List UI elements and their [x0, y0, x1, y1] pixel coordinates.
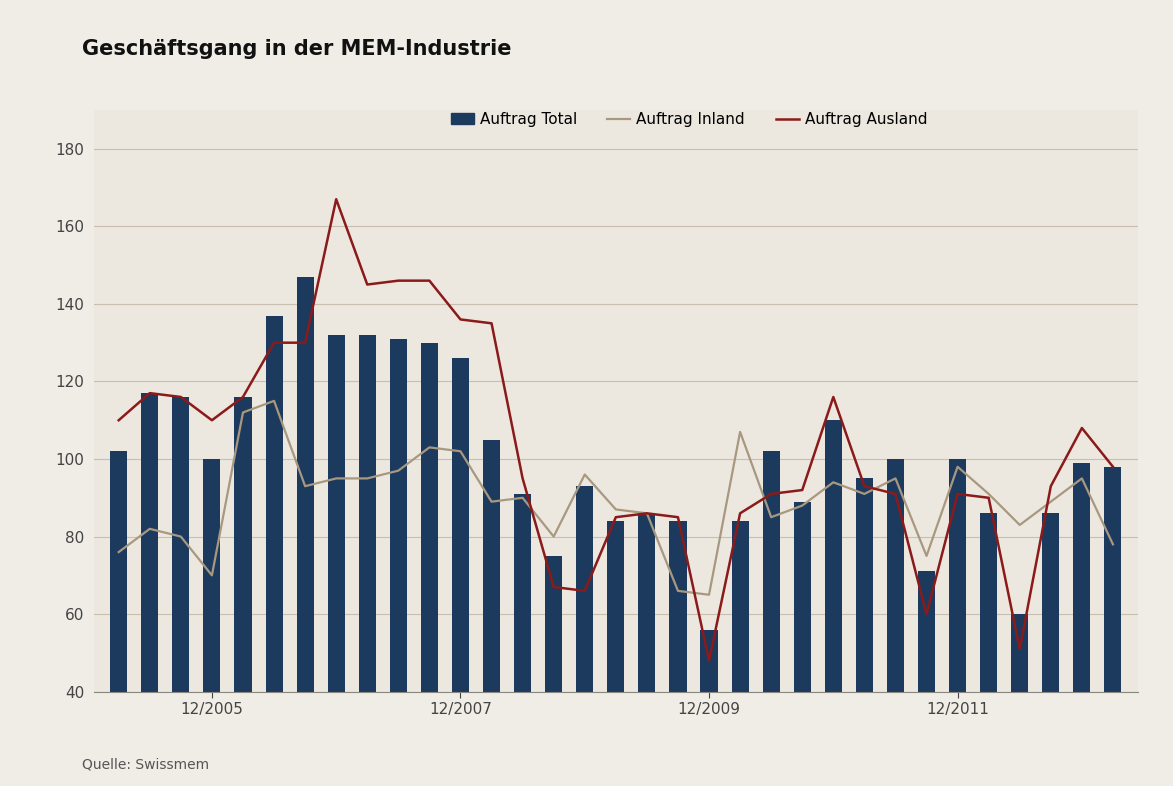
- Bar: [265, 315, 283, 692]
- Bar: [141, 393, 158, 692]
- Bar: [421, 343, 438, 692]
- Bar: [203, 459, 221, 692]
- Bar: [732, 521, 748, 692]
- Bar: [327, 335, 345, 692]
- Bar: [856, 479, 873, 692]
- Bar: [483, 439, 500, 692]
- Bar: [981, 513, 997, 692]
- Bar: [1073, 463, 1091, 692]
- Bar: [700, 630, 718, 692]
- Bar: [1043, 513, 1059, 692]
- Text: Geschäftsgang in der MEM-Industrie: Geschäftsgang in der MEM-Industrie: [82, 39, 511, 59]
- Text: Quelle: Swissmem: Quelle: Swissmem: [82, 758, 209, 772]
- Bar: [514, 494, 531, 692]
- Bar: [887, 459, 904, 692]
- Legend: Auftrag Total, Auftrag Inland, Auftrag Ausland: Auftrag Total, Auftrag Inland, Auftrag A…: [445, 106, 934, 134]
- Bar: [545, 556, 562, 692]
- Bar: [608, 521, 624, 692]
- Bar: [949, 459, 967, 692]
- Bar: [794, 501, 811, 692]
- Bar: [576, 487, 594, 692]
- Bar: [359, 335, 375, 692]
- Bar: [389, 339, 407, 692]
- Bar: [825, 421, 842, 692]
- Bar: [110, 451, 127, 692]
- Bar: [235, 397, 251, 692]
- Bar: [638, 513, 656, 692]
- Bar: [670, 521, 686, 692]
- Bar: [1011, 614, 1029, 692]
- Bar: [452, 358, 469, 692]
- Bar: [172, 397, 189, 692]
- Bar: [762, 451, 780, 692]
- Bar: [1105, 467, 1121, 692]
- Bar: [297, 277, 313, 692]
- Bar: [918, 571, 935, 692]
